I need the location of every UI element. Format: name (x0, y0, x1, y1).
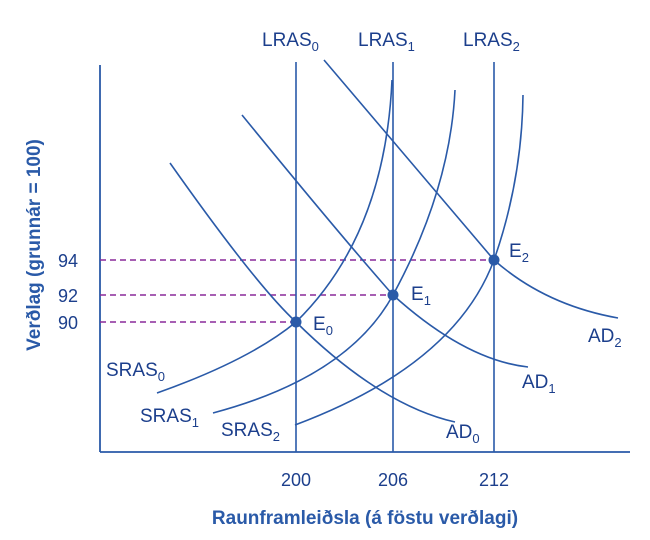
ad-1-label: AD1 (522, 372, 556, 396)
sras-1-label: SRAS1 (140, 406, 199, 430)
sras-1-curve (212, 89, 456, 414)
point-e1 (387, 289, 399, 301)
sras-0-label: SRAS0 (106, 360, 165, 384)
e2-label: E2 (509, 241, 529, 265)
ad-2-label: AD2 (588, 326, 622, 350)
point-e0 (290, 316, 302, 328)
e0-label: E0 (313, 314, 333, 338)
y-tick-label-94: 94 (58, 251, 78, 271)
lras-2-label: LRAS2 (463, 30, 520, 54)
y-tick-label-92: 92 (58, 286, 78, 306)
ad-2-curve (323, 59, 619, 319)
y-axis-title: Verðlag (grunnár = 100) (24, 139, 45, 351)
x-axis-title: Raunframleiðsla (á föstu verðlagi) (212, 508, 518, 529)
sras-2-label: SRAS2 (221, 420, 280, 444)
point-e2 (488, 254, 500, 266)
ad-0-label: AD0 (446, 422, 480, 446)
x-tick-label-200: 200 (281, 470, 311, 490)
y-tick-label-90: 90 (58, 313, 78, 333)
sras-0-curve (156, 79, 393, 394)
lras-0-label: LRAS0 (262, 30, 319, 54)
x-tick-label-206: 206 (378, 470, 408, 490)
ad-1-curve (241, 114, 529, 368)
e1-label: E1 (411, 284, 431, 308)
guide-lines (100, 259, 494, 323)
sras-2-curve (294, 94, 524, 426)
lras-1-label: LRAS1 (358, 30, 415, 54)
x-tick-label-212: 212 (479, 470, 509, 490)
